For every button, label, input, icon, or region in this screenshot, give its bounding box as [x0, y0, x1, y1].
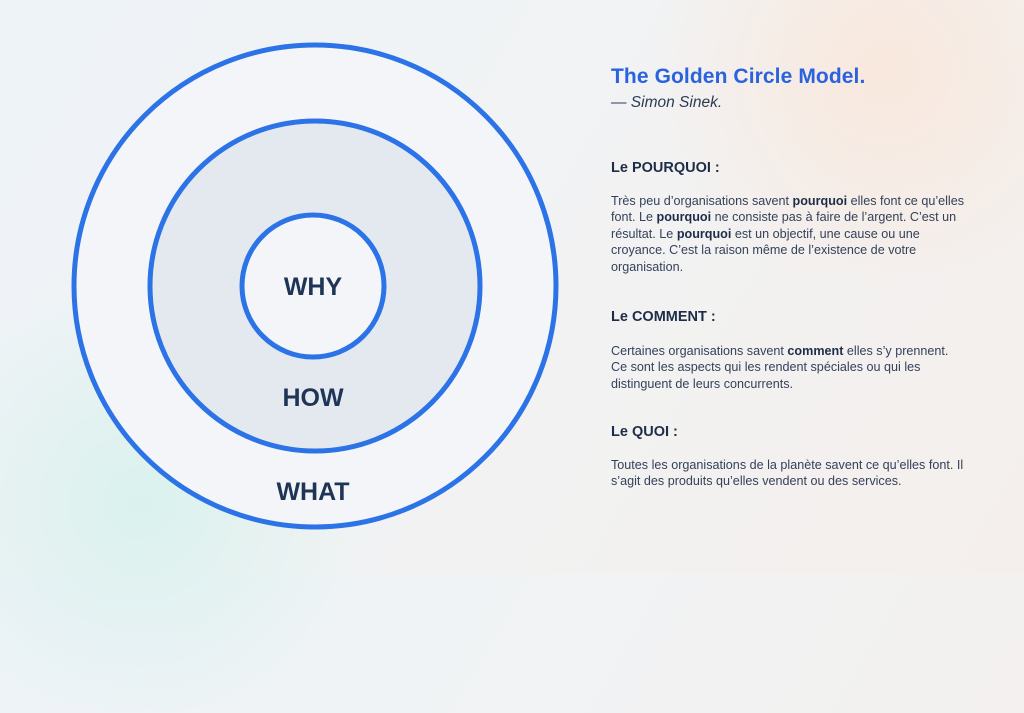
emphasis-text: pourquoi [792, 194, 848, 208]
golden-circle-svg: WHY HOW WHAT [71, 42, 559, 530]
section-body-comment: Certaines organisations savent comment e… [611, 344, 949, 391]
page-title: The Golden Circle Model. [611, 65, 866, 88]
emphasis-text: pourquoi [676, 226, 732, 241]
description-panel: The Golden Circle Model. — Simon Sinek. … [611, 64, 967, 488]
why-label: WHY [284, 273, 343, 301]
emphasis-text: pourquoi [656, 210, 712, 225]
what-label: WHAT [276, 478, 349, 506]
why-ring [239, 212, 387, 360]
section-body-quoi: Toutes les organisations de la planète s… [611, 458, 964, 489]
golden-circle-diagram: WHY HOW WHAT [0, 0, 600, 573]
how-label: HOW [282, 384, 344, 412]
emphasis-text: comment [787, 344, 844, 358]
section-body-pourquoi: Très peu d’organisations savent pourquoi… [611, 194, 965, 274]
author-attribution: — Simon Sinek. [611, 94, 723, 111]
section-heading-pourquoi: Le POURQUOI : [611, 160, 720, 176]
section-heading-comment: Le COMMENT : [611, 309, 716, 325]
section-heading-quoi: Le QUOI : [611, 424, 678, 440]
